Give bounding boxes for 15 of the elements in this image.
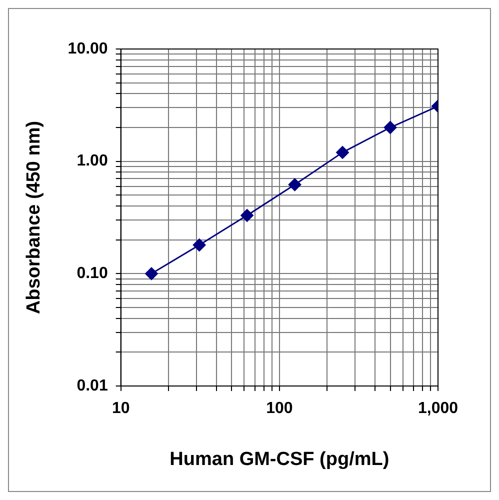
x-tick-label: 10 <box>112 400 130 418</box>
x-tick-label: 100 <box>266 400 293 418</box>
point <box>336 146 350 159</box>
y-tick-label: 10.00 <box>68 40 108 58</box>
y-tick-label: 0.01 <box>76 377 108 394</box>
point <box>240 208 254 222</box>
point <box>192 238 206 252</box>
x-tick-label: 1,000 <box>418 400 458 418</box>
y-axis-title: Absorbance (450 nm) <box>24 120 45 314</box>
point <box>144 267 158 280</box>
y-tick-label: 0.10 <box>76 265 108 282</box>
point <box>384 121 397 134</box>
y-tick-label: 1.00 <box>76 152 108 170</box>
x-axis-title: Human GM-CSF (pg/mL) <box>170 448 390 470</box>
point <box>288 178 302 192</box>
